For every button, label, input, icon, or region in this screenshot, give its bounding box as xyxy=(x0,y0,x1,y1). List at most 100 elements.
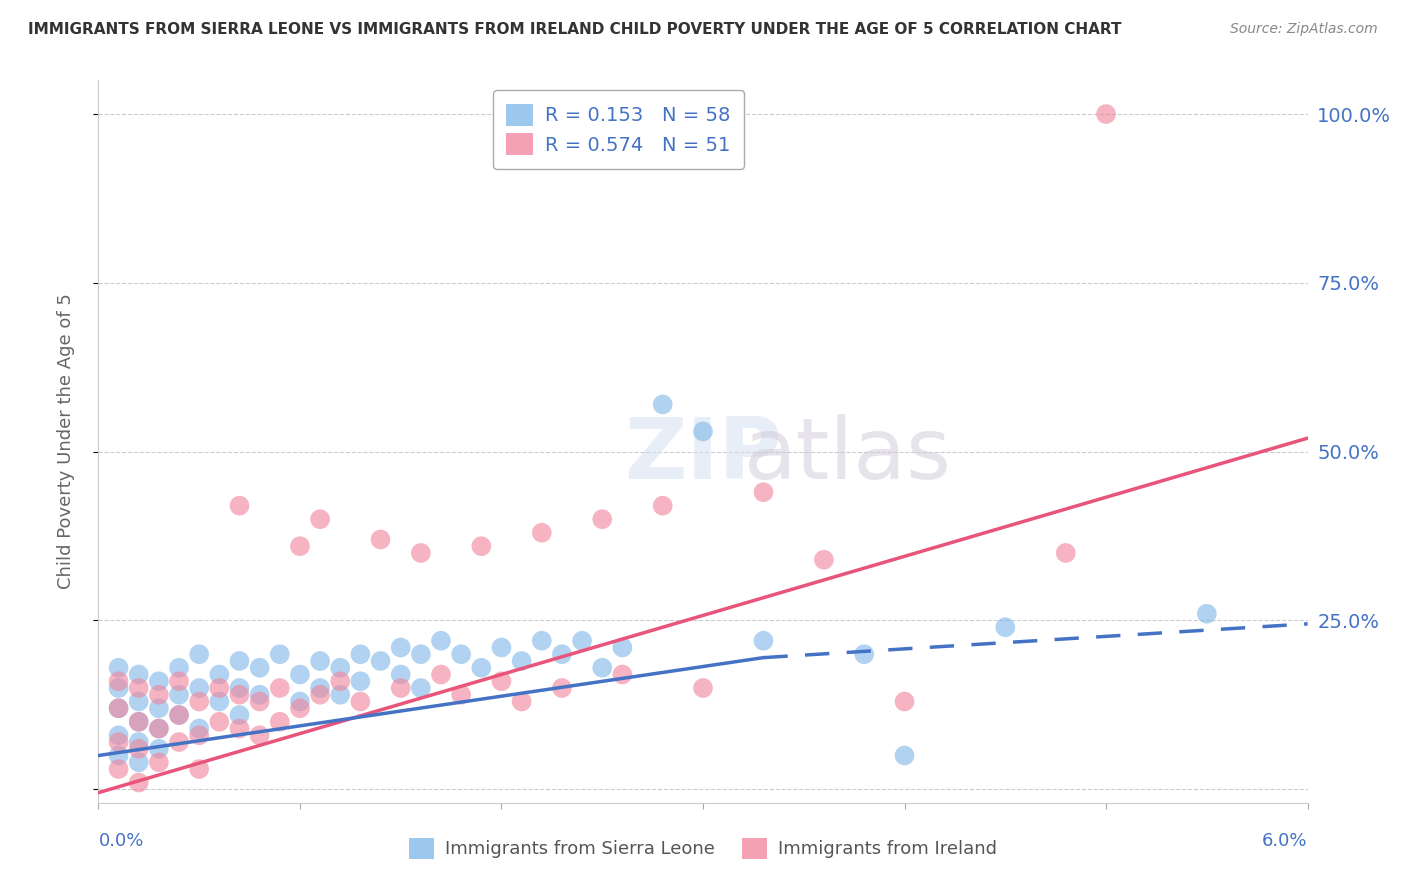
Point xyxy=(651,499,673,513)
Point xyxy=(389,667,412,681)
Point xyxy=(167,661,190,675)
Point xyxy=(409,681,432,695)
Point xyxy=(107,661,129,675)
Point xyxy=(228,708,250,723)
Point xyxy=(188,728,211,742)
Point xyxy=(128,681,150,695)
Point xyxy=(107,748,129,763)
Point xyxy=(329,688,352,702)
Point xyxy=(1095,107,1118,121)
Point xyxy=(349,694,371,708)
Point xyxy=(530,525,553,540)
Point xyxy=(288,701,311,715)
Text: atlas: atlas xyxy=(744,415,952,498)
Point xyxy=(148,688,170,702)
Point xyxy=(389,640,412,655)
Point xyxy=(167,688,190,702)
Point xyxy=(148,674,170,689)
Point xyxy=(349,647,371,661)
Point xyxy=(107,728,129,742)
Point xyxy=(148,756,170,770)
Point xyxy=(491,640,513,655)
Point xyxy=(167,708,190,723)
Point xyxy=(329,674,352,689)
Point xyxy=(107,674,129,689)
Point xyxy=(228,688,250,702)
Point xyxy=(148,701,170,715)
Point xyxy=(450,647,472,661)
Point xyxy=(409,546,432,560)
Point xyxy=(228,654,250,668)
Point xyxy=(329,661,352,675)
Point xyxy=(389,681,412,695)
Point xyxy=(591,661,613,675)
Point xyxy=(128,775,150,789)
Point xyxy=(208,694,231,708)
Point xyxy=(571,633,593,648)
Point xyxy=(249,728,271,742)
Point xyxy=(107,701,129,715)
Point xyxy=(188,722,211,736)
Point xyxy=(188,762,211,776)
Point xyxy=(208,681,231,695)
Legend: Immigrants from Sierra Leone, Immigrants from Ireland: Immigrants from Sierra Leone, Immigrants… xyxy=(402,830,1004,866)
Point xyxy=(551,647,574,661)
Point xyxy=(269,647,291,661)
Point xyxy=(249,688,271,702)
Point xyxy=(430,667,453,681)
Point xyxy=(128,756,150,770)
Point xyxy=(692,425,714,439)
Point xyxy=(228,499,250,513)
Text: Source: ZipAtlas.com: Source: ZipAtlas.com xyxy=(1230,22,1378,37)
Point xyxy=(288,539,311,553)
Point xyxy=(612,640,634,655)
Point xyxy=(309,654,332,668)
Point xyxy=(470,661,492,675)
Point xyxy=(370,654,392,668)
Point xyxy=(530,633,553,648)
Point xyxy=(551,681,574,695)
Point xyxy=(309,681,332,695)
Point xyxy=(167,674,190,689)
Point xyxy=(249,694,271,708)
Point xyxy=(128,714,150,729)
Point xyxy=(107,701,129,715)
Point xyxy=(188,681,211,695)
Point xyxy=(752,485,775,500)
Point xyxy=(893,694,915,708)
Point xyxy=(148,741,170,756)
Point xyxy=(269,714,291,729)
Point xyxy=(148,722,170,736)
Text: 6.0%: 6.0% xyxy=(1263,832,1308,850)
Point xyxy=(269,681,291,695)
Point xyxy=(208,667,231,681)
Point xyxy=(128,667,150,681)
Point xyxy=(188,694,211,708)
Point xyxy=(288,667,311,681)
Text: ZIP: ZIP xyxy=(624,415,782,498)
Point xyxy=(470,539,492,553)
Point xyxy=(893,748,915,763)
Y-axis label: Child Poverty Under the Age of 5: Child Poverty Under the Age of 5 xyxy=(56,293,75,590)
Point xyxy=(1054,546,1077,560)
Text: 0.0%: 0.0% xyxy=(98,832,143,850)
Point xyxy=(450,688,472,702)
Point xyxy=(128,735,150,749)
Point xyxy=(349,674,371,689)
Text: IMMIGRANTS FROM SIERRA LEONE VS IMMIGRANTS FROM IRELAND CHILD POVERTY UNDER THE : IMMIGRANTS FROM SIERRA LEONE VS IMMIGRAN… xyxy=(28,22,1122,37)
Point xyxy=(1195,607,1218,621)
Point xyxy=(491,674,513,689)
Point xyxy=(167,735,190,749)
Point xyxy=(128,694,150,708)
Point xyxy=(612,667,634,681)
Point xyxy=(370,533,392,547)
Point xyxy=(510,654,533,668)
Point xyxy=(813,552,835,566)
Point xyxy=(128,741,150,756)
Point xyxy=(228,722,250,736)
Point xyxy=(249,661,271,675)
Point xyxy=(409,647,432,661)
Point xyxy=(107,735,129,749)
Point xyxy=(228,681,250,695)
Point xyxy=(208,714,231,729)
